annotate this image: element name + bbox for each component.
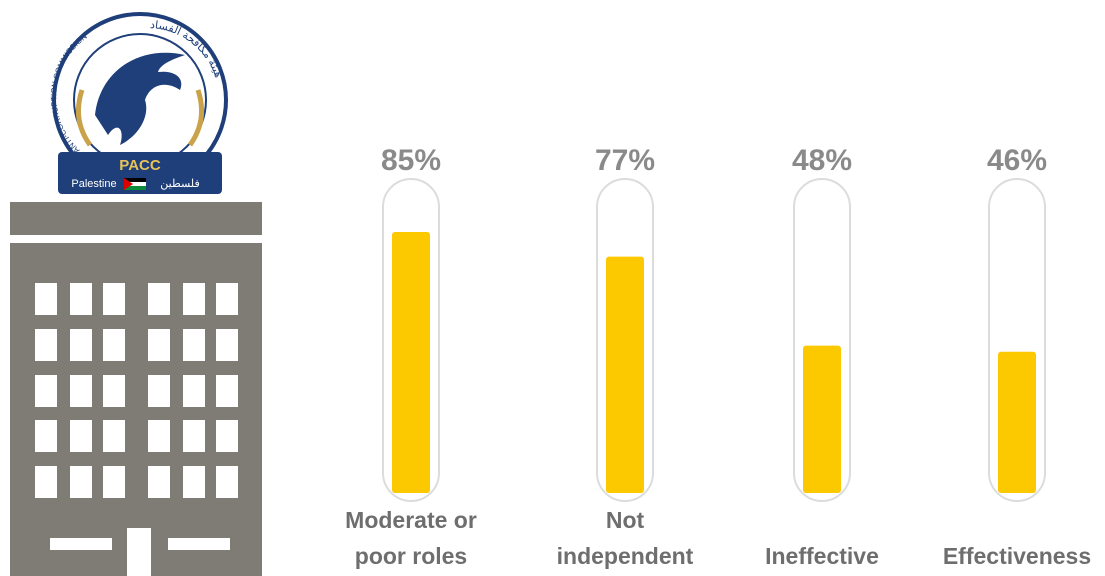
logo-eagle <box>95 52 185 145</box>
value-label: 85% <box>381 144 441 177</box>
building-window <box>70 375 92 407</box>
building-window <box>183 375 205 407</box>
building-door <box>127 528 151 576</box>
bar <box>803 345 841 493</box>
building-window <box>148 420 170 452</box>
category-text: Ineffective <box>765 543 879 569</box>
building-window <box>216 420 238 452</box>
building-window <box>70 283 92 315</box>
logo: ANTI-CORRUPTION COMMISSION هيئة مكافحة ا… <box>49 12 228 194</box>
category-text: Effectiveness <box>942 543 1092 569</box>
building-window <box>70 420 92 452</box>
building-window <box>148 466 170 498</box>
building-window <box>183 329 205 361</box>
building-window <box>183 420 205 452</box>
building-window <box>216 375 238 407</box>
building-ledge <box>50 538 112 550</box>
building-window <box>35 466 57 498</box>
bar <box>392 232 430 494</box>
building-window <box>103 466 125 498</box>
logo-flag-triangle <box>124 178 133 190</box>
logo-flag-stripe <box>124 178 146 182</box>
building-window <box>103 420 125 452</box>
logo-country-arabic: فلسطين <box>160 178 199 190</box>
building <box>10 202 262 576</box>
category-text: Not independent <box>556 507 694 569</box>
logo-banner <box>58 152 222 194</box>
building-window <box>216 466 238 498</box>
logo-flag-stripe <box>124 186 146 190</box>
building-window <box>103 375 125 407</box>
category-label: Ineffective <box>737 494 907 574</box>
building-window <box>35 283 57 315</box>
value-label: 77% <box>595 144 655 177</box>
building-window <box>216 283 238 315</box>
category-label: Effectiveness <box>932 494 1102 574</box>
building-window <box>35 420 57 452</box>
building-roof <box>10 202 262 235</box>
logo-country: Palestine <box>71 178 116 190</box>
building-window <box>70 329 92 361</box>
building-window <box>70 466 92 498</box>
building-window <box>148 283 170 315</box>
value-label: 46% <box>987 144 1047 177</box>
building-window <box>148 375 170 407</box>
category-label: Moderate or poor roles <box>326 494 496 574</box>
building-ledge <box>168 538 230 550</box>
building-window <box>183 466 205 498</box>
building-window <box>216 329 238 361</box>
building-window <box>103 329 125 361</box>
building-window <box>103 283 125 315</box>
value-label: 48% <box>792 144 852 177</box>
building-window <box>148 329 170 361</box>
building-window <box>35 375 57 407</box>
building-window <box>35 329 57 361</box>
category-text: Moderate or poor roles <box>345 507 477 569</box>
bar <box>606 256 644 493</box>
category-label: Not independent <box>540 494 710 574</box>
logo-name: PACC <box>119 157 161 174</box>
bar <box>998 351 1036 493</box>
logo-wheat <box>75 89 205 147</box>
building-window <box>183 283 205 315</box>
